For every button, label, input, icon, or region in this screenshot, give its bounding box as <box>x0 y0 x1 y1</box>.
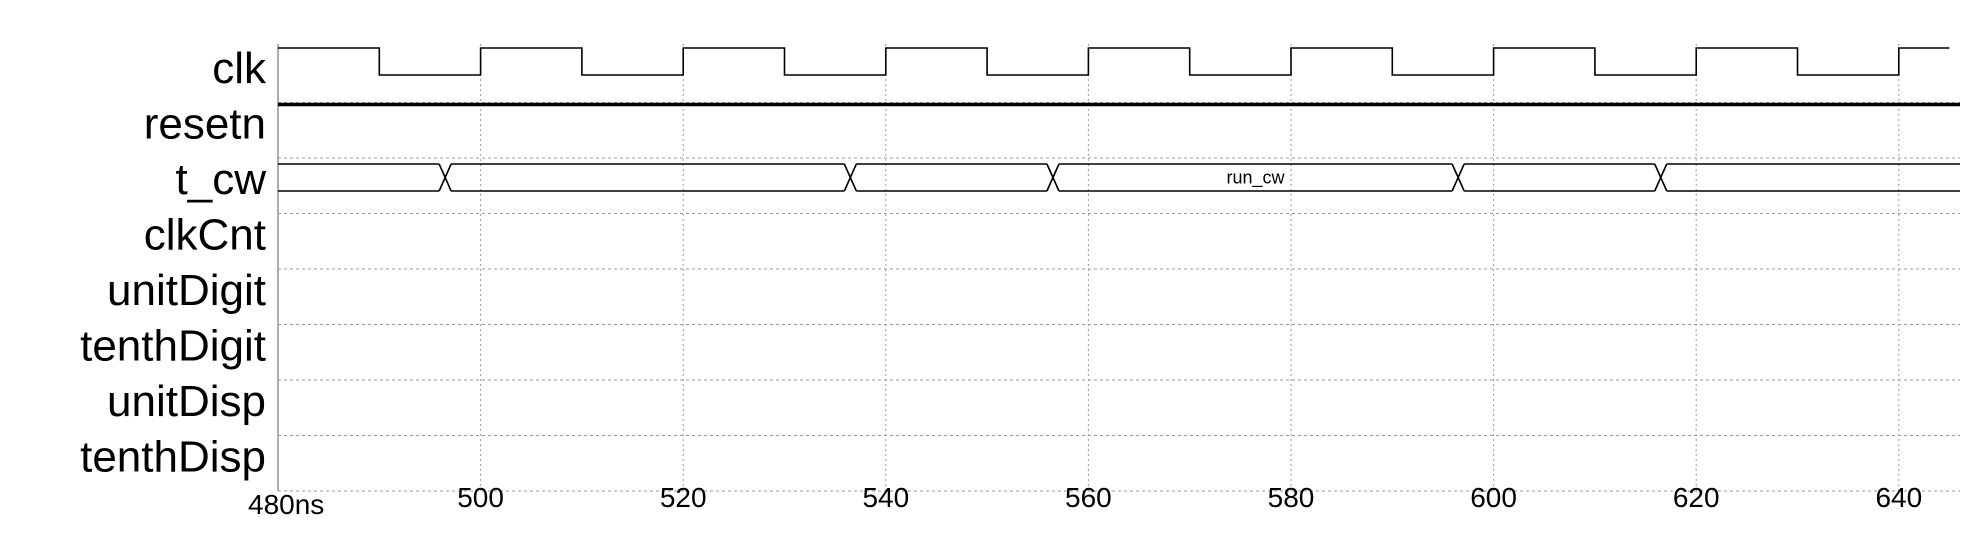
bus-value-label: run_cw <box>1227 168 1286 189</box>
signal-label-unitDigit: unitDigit <box>107 266 266 315</box>
signal-label-resetn: resetn <box>144 100 266 149</box>
signal-label-t_cw: t_cw <box>176 155 267 204</box>
tick-label-560: 560 <box>1065 482 1112 513</box>
tick-label-480: 480ns <box>248 489 324 520</box>
signal-label-tenthDisp: tenthDisp <box>80 433 266 482</box>
tick-label-620: 620 <box>1673 482 1720 513</box>
bus-transition-4 <box>1654 163 1668 192</box>
tick-label-580: 580 <box>1268 482 1315 513</box>
bus-transition-3 <box>1451 163 1465 192</box>
bus-transition-1 <box>843 163 858 192</box>
tick-label-520: 520 <box>660 482 707 513</box>
bus-transition-2 <box>1046 163 1060 192</box>
tick-label-500: 500 <box>457 482 504 513</box>
clk-waveform <box>278 47 1950 76</box>
time-axis: 480ns 500 520 540 560 580 600 620 640 <box>248 482 1922 520</box>
tick-label-540: 540 <box>862 482 909 513</box>
signal-label-clk: clk <box>212 44 267 93</box>
tick-label-600: 600 <box>1470 482 1517 513</box>
signal-label-unitDisp: unitDisp <box>107 377 266 426</box>
tick-label-640: 640 <box>1875 482 1922 513</box>
grid <box>277 44 1960 492</box>
signal-label-tenthDigit: tenthDigit <box>80 322 266 371</box>
bus-transition-0 <box>438 163 452 192</box>
signal-labels: clk resetn t_cw clkCnt unitDigit tenthDigit un… <box>80 44 267 482</box>
signal-label-clkCnt: clkCnt <box>144 211 266 260</box>
waveforms: run_cw <box>278 47 1960 192</box>
